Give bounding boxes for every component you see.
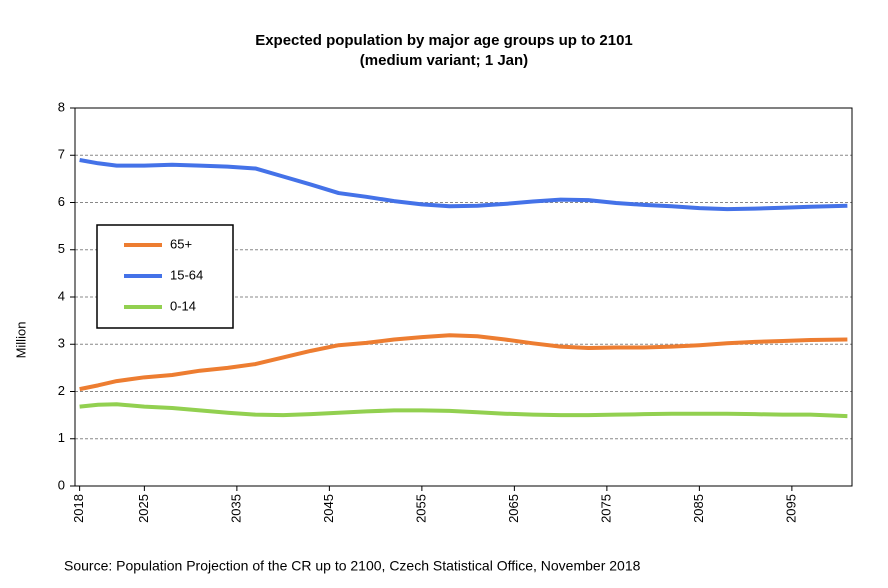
legend-label: 15-64 <box>170 267 203 282</box>
y-tick-label: 1 <box>58 430 65 445</box>
x-tick-label: 2035 <box>228 494 243 523</box>
x-tick-label: 2055 <box>413 494 428 523</box>
y-tick-label: 8 <box>58 99 65 114</box>
y-tick-label: 3 <box>58 336 65 351</box>
y-tick-label: 6 <box>58 194 65 209</box>
legend-label: 65+ <box>170 236 192 251</box>
series-line <box>79 333 848 392</box>
source-note: Source: Population Projection of the CR … <box>64 558 641 574</box>
x-tick-label: 2018 <box>71 494 86 523</box>
legend-box <box>96 224 234 329</box>
x-tick-label: 2025 <box>136 494 151 523</box>
y-tick-label: 7 <box>58 147 65 162</box>
x-tick-label: 2095 <box>783 494 798 523</box>
series-line <box>79 158 848 212</box>
legend-label: 0-14 <box>170 298 196 313</box>
x-tick-label: 2085 <box>691 494 706 523</box>
chart-title: Expected population by major age groups … <box>255 32 633 49</box>
y-tick-label: 0 <box>58 477 65 492</box>
y-tick-label: 2 <box>58 383 65 398</box>
x-tick-label: 2065 <box>506 494 521 523</box>
x-tick-label: 2075 <box>598 494 613 523</box>
x-tick-label: 2045 <box>321 494 336 523</box>
plot-frame <box>74 107 853 487</box>
chart-subtitle: (medium variant; 1 Jan) <box>360 52 528 69</box>
y-tick-label: 5 <box>58 241 65 256</box>
y-axis-label: Million <box>13 322 28 359</box>
series-line <box>79 402 848 419</box>
y-tick-label: 4 <box>58 288 65 303</box>
